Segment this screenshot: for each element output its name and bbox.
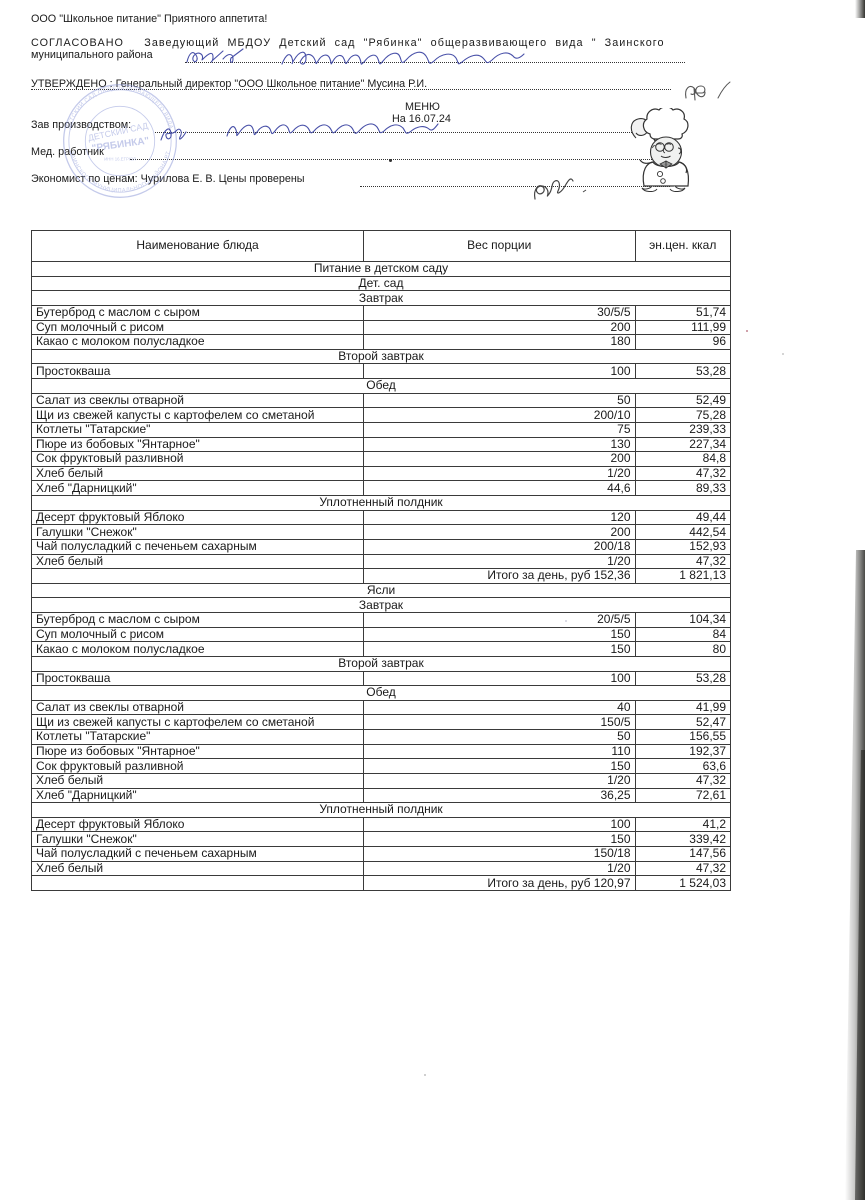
svg-text:ИНН 16.ЕГРЮЛ: ИНН 16.ЕГРЮЛ xyxy=(104,157,136,162)
